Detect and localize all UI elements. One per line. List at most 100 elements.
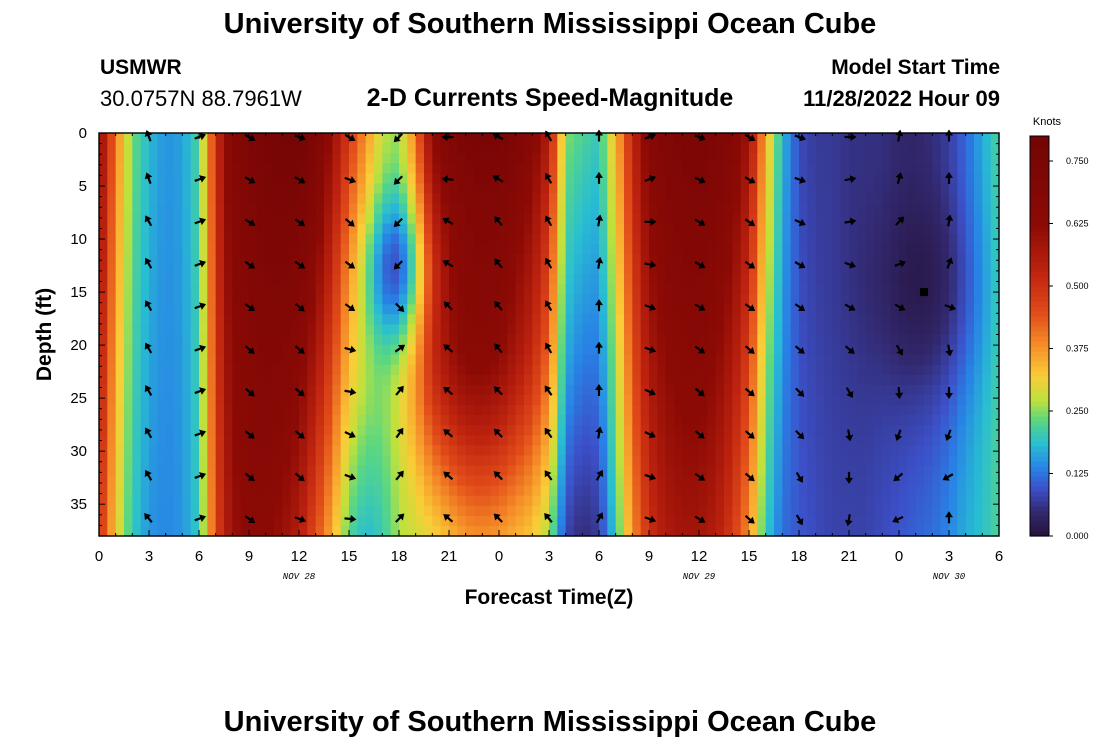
heatmap-cell [432, 233, 442, 245]
heatmap-cell [724, 425, 733, 436]
heatmap-cell [515, 304, 525, 315]
current-arrow [744, 260, 756, 269]
heatmap-cell [724, 455, 733, 467]
heatmap-cell [640, 354, 650, 366]
heatmap-cell [257, 495, 267, 507]
heatmap-cell [682, 203, 692, 215]
heatmap-cell [832, 394, 842, 406]
heatmap-cell [365, 515, 375, 527]
heatmap-cell [765, 405, 775, 416]
current-arrow [194, 429, 207, 438]
heatmap-cell [474, 364, 483, 376]
heatmap-cell [815, 475, 825, 487]
heatmap-cell [257, 243, 267, 255]
heatmap-cell [674, 415, 683, 426]
heatmap-cell [974, 455, 983, 467]
heatmap-cell [332, 203, 342, 215]
heatmap-cell [882, 324, 892, 336]
heatmap-cell [415, 485, 425, 497]
heatmap-cell [657, 274, 667, 285]
heatmap-cell [207, 203, 217, 215]
current-arrow [344, 514, 357, 523]
heatmap-cell [907, 485, 917, 497]
heatmap-cell [224, 314, 233, 326]
colorbar-segment [1030, 521, 1049, 527]
heatmap-cell [349, 475, 358, 487]
current-arrow [794, 303, 806, 311]
heatmap-cell [132, 203, 142, 215]
heatmap-cell [990, 485, 1000, 497]
heatmap-cell [932, 344, 942, 356]
current-arrows [144, 129, 957, 527]
heatmap-cell [857, 163, 867, 174]
heatmap-cell [674, 183, 683, 195]
heatmap-cell [624, 435, 633, 446]
heatmap-cell [424, 405, 433, 416]
heatmap-cell [332, 354, 342, 366]
heatmap-cell [732, 505, 742, 517]
heatmap-cell [849, 364, 858, 376]
heatmap-cell [674, 243, 683, 255]
heatmap-cell [774, 505, 783, 517]
heatmap-cell [640, 455, 650, 467]
heatmap-cell [365, 304, 375, 315]
heatmap-cell [249, 243, 258, 255]
heatmap-cell [765, 485, 775, 497]
current-arrow [944, 303, 957, 311]
heatmap-cell [540, 203, 550, 215]
heatmap-cell [140, 354, 150, 366]
heatmap-cell [107, 384, 117, 396]
colorbar-segment [1030, 261, 1049, 267]
heatmap-cell [482, 233, 492, 245]
heatmap-cell [807, 334, 817, 346]
heatmap-cell [132, 364, 142, 376]
heatmap-cell [315, 435, 325, 446]
heatmap-cell [607, 354, 617, 366]
current-arrow [694, 515, 706, 523]
heatmap-cell [240, 525, 250, 537]
heatmap-cell [940, 203, 950, 215]
heatmap-cell [407, 203, 417, 215]
heatmap-cell [965, 394, 975, 406]
heatmap-cell [365, 294, 375, 305]
heatmap-cell [215, 253, 225, 265]
heatmap-cell [474, 384, 483, 396]
heatmap-cell [932, 505, 942, 517]
heatmap-cell [465, 153, 475, 164]
heatmap-cell [857, 435, 867, 446]
heatmap-cell [740, 475, 750, 487]
heatmap-cell [182, 294, 192, 305]
heatmap-cell [224, 233, 233, 245]
heatmap-cell [274, 153, 283, 164]
heatmap-cell [682, 163, 692, 174]
heatmap-cell [774, 173, 783, 184]
heatmap-cell [807, 354, 817, 366]
heatmap-cell [740, 193, 750, 205]
heatmap-cell [749, 193, 758, 205]
heatmap-cell [215, 374, 225, 386]
heatmap-cell [724, 284, 733, 295]
heatmap-cell [799, 294, 808, 305]
heatmap-cell [207, 505, 217, 517]
heatmap-cell [274, 324, 283, 336]
heatmap-cell [740, 374, 750, 386]
heatmap-cell [365, 253, 375, 265]
heatmap-cell [432, 223, 442, 235]
heatmap-cell [857, 304, 867, 315]
heatmap-cell [515, 143, 525, 154]
heatmap-cell [207, 263, 217, 275]
heatmap-cell [957, 133, 967, 144]
heatmap-cell [782, 284, 792, 295]
heatmap-cell [274, 183, 283, 195]
heatmap-cell [907, 324, 917, 336]
heatmap-cell [857, 394, 867, 406]
heatmap-cell [415, 344, 425, 356]
heatmap-cell [182, 455, 192, 467]
heatmap-cell [524, 525, 533, 537]
heatmap-cell [540, 415, 550, 426]
heatmap-cell [232, 354, 242, 366]
heatmap-cell [949, 153, 958, 164]
heatmap-cell [774, 405, 783, 416]
heatmap-cell [690, 153, 700, 164]
colorbar-segment [1030, 401, 1049, 407]
